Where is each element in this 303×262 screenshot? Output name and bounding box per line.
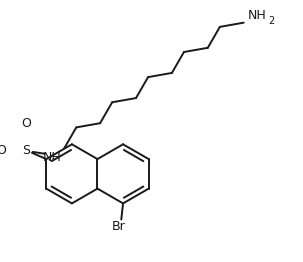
Text: O: O <box>22 117 32 130</box>
Text: O: O <box>0 144 6 157</box>
Text: S: S <box>23 144 31 157</box>
Text: Br: Br <box>112 220 125 233</box>
Text: 2: 2 <box>269 16 275 26</box>
Text: NH: NH <box>247 9 266 22</box>
Text: NH: NH <box>42 151 61 164</box>
